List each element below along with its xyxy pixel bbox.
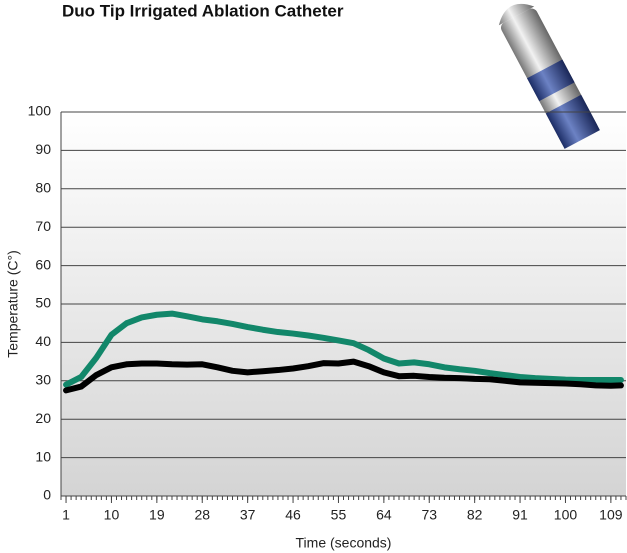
x-tick-label: 19	[149, 507, 165, 523]
x-axis-label: Time (seconds)	[296, 535, 392, 551]
chart: Duo Tip Irrigated Ablation Catheter Time…	[0, 0, 627, 553]
x-tick-label: 55	[331, 507, 347, 523]
y-tick-label: 10	[35, 448, 51, 464]
x-minor-ticks	[61, 496, 626, 500]
y-tick-label: 90	[35, 141, 51, 157]
y-tick-label: 50	[35, 295, 51, 311]
x-tick-label: 1	[62, 507, 70, 523]
x-tick-label: 64	[376, 507, 392, 523]
y-tick-label: 60	[35, 256, 51, 272]
page: Duo Tip Irrigated Ablation Catheter Time…	[0, 0, 627, 553]
x-tick-label: 82	[467, 507, 483, 523]
y-tick-label: 70	[35, 218, 51, 234]
x-tick-label: 37	[240, 507, 256, 523]
y-axis-label: Temperature (C°)	[5, 250, 21, 358]
x-tick-label: 73	[421, 507, 437, 523]
y-tick-label: 30	[35, 372, 51, 388]
x-tick-label: 46	[285, 507, 301, 523]
x-tick-label: 28	[194, 507, 210, 523]
x-tick-label: 109	[599, 507, 623, 523]
y-tick-label: 40	[35, 333, 51, 349]
y-tick-label: 100	[28, 103, 52, 119]
x-tick-label: 100	[554, 507, 578, 523]
x-tick-label: 10	[104, 507, 120, 523]
chart-title: Duo Tip Irrigated Ablation Catheter	[62, 1, 344, 20]
y-tick-label: 20	[35, 410, 51, 426]
y-tick-label: 0	[43, 487, 51, 503]
y-tick-label: 80	[35, 180, 51, 196]
x-tick-label: 91	[512, 507, 528, 523]
